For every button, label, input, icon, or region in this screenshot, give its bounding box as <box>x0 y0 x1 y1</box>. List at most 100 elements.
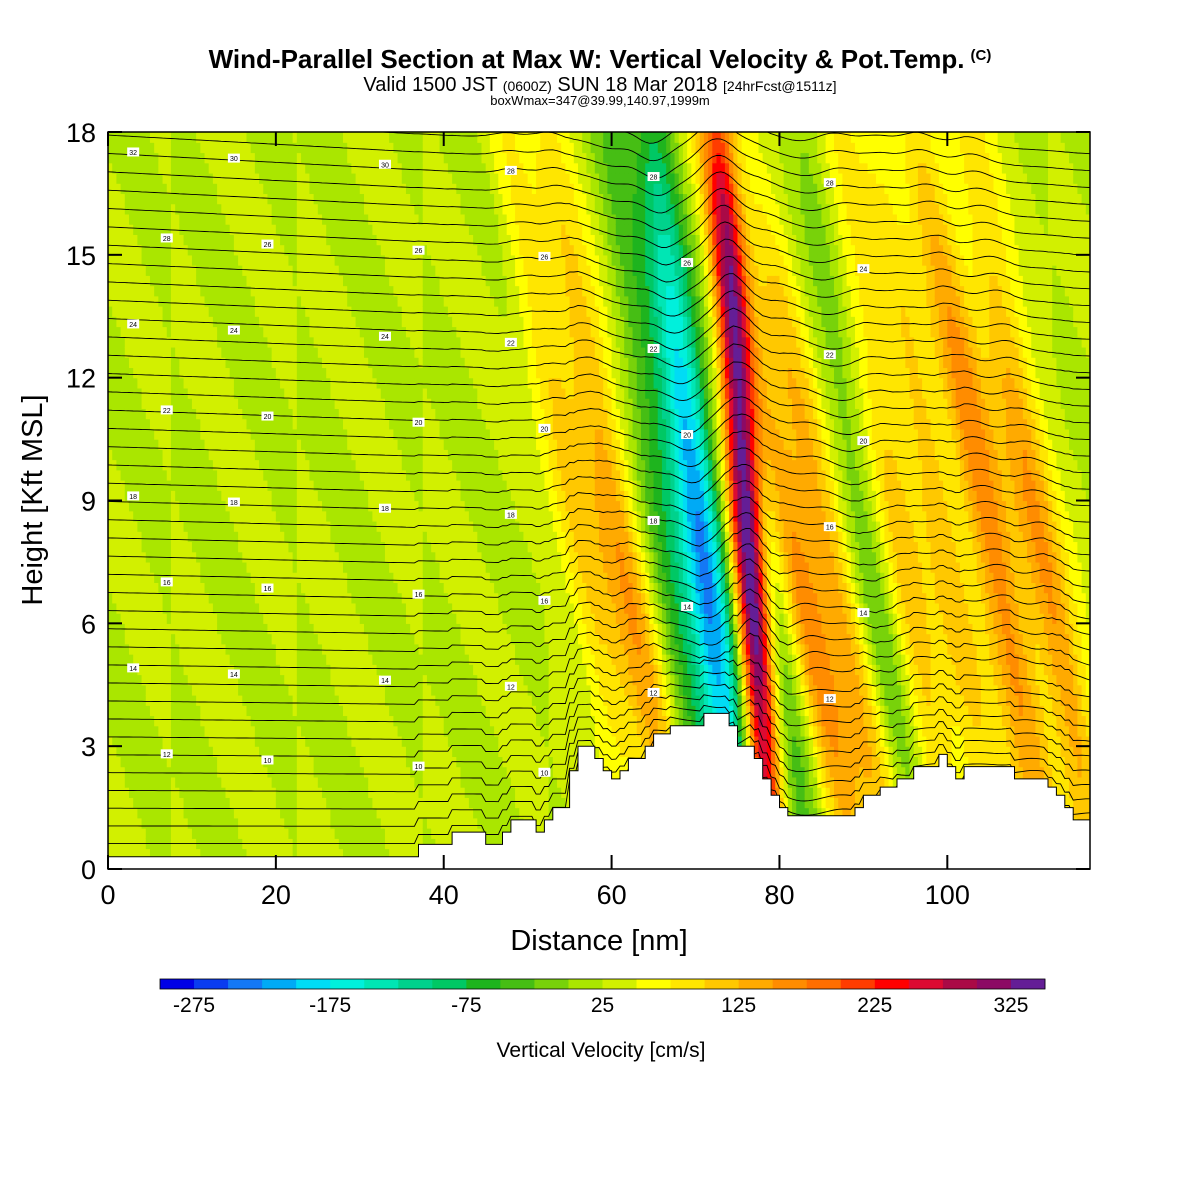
velocity-cell <box>322 654 327 665</box>
velocity-cell <box>284 234 290 246</box>
velocity-cell <box>133 643 138 655</box>
velocity-cell <box>389 142 394 154</box>
velocity-cell <box>212 674 218 686</box>
velocity-cell <box>141 367 147 379</box>
velocity-cell <box>368 828 373 839</box>
velocity-cell <box>242 377 248 389</box>
velocity-cell <box>137 336 143 348</box>
velocity-cell <box>175 582 180 594</box>
velocity-cell <box>145 398 151 409</box>
velocity-cell <box>225 551 231 563</box>
velocity-cell <box>187 684 193 696</box>
velocity-cell <box>347 633 353 645</box>
chart-subtitle: Valid 1500 JST (0600Z) SUN 18 Mar 2018 [… <box>0 74 1200 97</box>
velocity-cell <box>330 172 336 184</box>
velocity-cell <box>158 715 164 727</box>
velocity-cell <box>393 674 399 686</box>
velocity-cell <box>317 551 323 563</box>
velocity-cell <box>128 633 134 645</box>
velocity-cell <box>242 797 248 809</box>
velocity-cell <box>254 387 260 399</box>
velocity-cell <box>380 602 386 614</box>
velocity-cell <box>229 213 235 225</box>
velocity-cell <box>275 275 281 287</box>
velocity-cell <box>170 725 176 737</box>
velocity-cell <box>301 643 306 655</box>
velocity-cell <box>347 132 353 143</box>
velocity-cell <box>397 766 403 778</box>
velocity-cell <box>229 715 235 727</box>
velocity-cell <box>330 746 336 758</box>
velocity-cell <box>154 613 159 624</box>
velocity-cell <box>347 275 353 287</box>
velocity-cell <box>250 807 256 819</box>
velocity-cell <box>191 162 197 174</box>
velocity-cell <box>292 449 298 461</box>
velocity-cell <box>133 756 138 768</box>
velocity-cell <box>271 735 277 747</box>
velocity-cell <box>246 244 252 256</box>
velocity-cell <box>271 705 277 717</box>
velocity-cell <box>284 275 290 287</box>
velocity-cell <box>246 623 252 635</box>
velocity-cell <box>116 234 122 246</box>
velocity-cell <box>120 654 126 665</box>
velocity-cell <box>128 561 134 573</box>
velocity-cell <box>334 275 340 287</box>
velocity-cell <box>238 520 243 532</box>
velocity-cell <box>141 643 147 655</box>
velocity-cell <box>334 756 340 768</box>
velocity-cell <box>263 541 269 553</box>
velocity-cell <box>166 674 172 686</box>
velocity-cell <box>326 469 332 481</box>
velocity-cell <box>380 664 386 676</box>
velocity-cell <box>154 459 159 471</box>
velocity-cell <box>317 705 323 717</box>
velocity-cell <box>271 828 277 839</box>
velocity-cell <box>389 787 394 798</box>
velocity-cell <box>393 203 399 215</box>
velocity-cell <box>179 510 185 522</box>
velocity-cell <box>250 162 256 174</box>
velocity-cell <box>196 705 201 717</box>
velocity-cell <box>250 295 256 307</box>
velocity-cell <box>166 776 172 788</box>
velocity-cell <box>196 295 201 307</box>
velocity-cell <box>288 162 294 174</box>
velocity-cell <box>242 776 248 788</box>
velocity-cell <box>259 357 264 369</box>
velocity-cell <box>221 377 227 389</box>
velocity-cell <box>145 213 151 225</box>
velocity-cell <box>338 613 344 624</box>
velocity-cell <box>200 459 206 471</box>
velocity-cell <box>133 725 138 737</box>
velocity-cell <box>196 674 201 686</box>
velocity-cell <box>238 766 243 778</box>
velocity-cell <box>254 224 260 235</box>
velocity-cell <box>158 152 164 164</box>
velocity-cell <box>187 602 193 614</box>
velocity-cell <box>267 520 273 532</box>
velocity-cell <box>338 408 344 420</box>
velocity-cell <box>275 285 281 297</box>
velocity-cell <box>376 572 382 583</box>
velocity-cell <box>292 520 298 532</box>
velocity-cell <box>296 500 302 512</box>
velocity-cell <box>271 152 277 164</box>
velocity-cell <box>149 787 155 798</box>
velocity-cell <box>225 654 231 665</box>
velocity-cell <box>359 203 365 215</box>
velocity-cell <box>141 694 147 706</box>
velocity-cell <box>154 418 159 430</box>
velocity-cell <box>250 674 256 686</box>
velocity-cell <box>170 520 176 532</box>
velocity-cell <box>313 162 319 174</box>
velocity-cell <box>313 623 319 635</box>
velocity-cell <box>301 541 306 553</box>
velocity-cell <box>133 500 138 512</box>
velocity-cell <box>204 398 210 409</box>
velocity-cell <box>267 377 273 389</box>
velocity-cell <box>179 654 185 665</box>
velocity-cell <box>233 357 239 369</box>
velocity-cell <box>343 193 348 205</box>
